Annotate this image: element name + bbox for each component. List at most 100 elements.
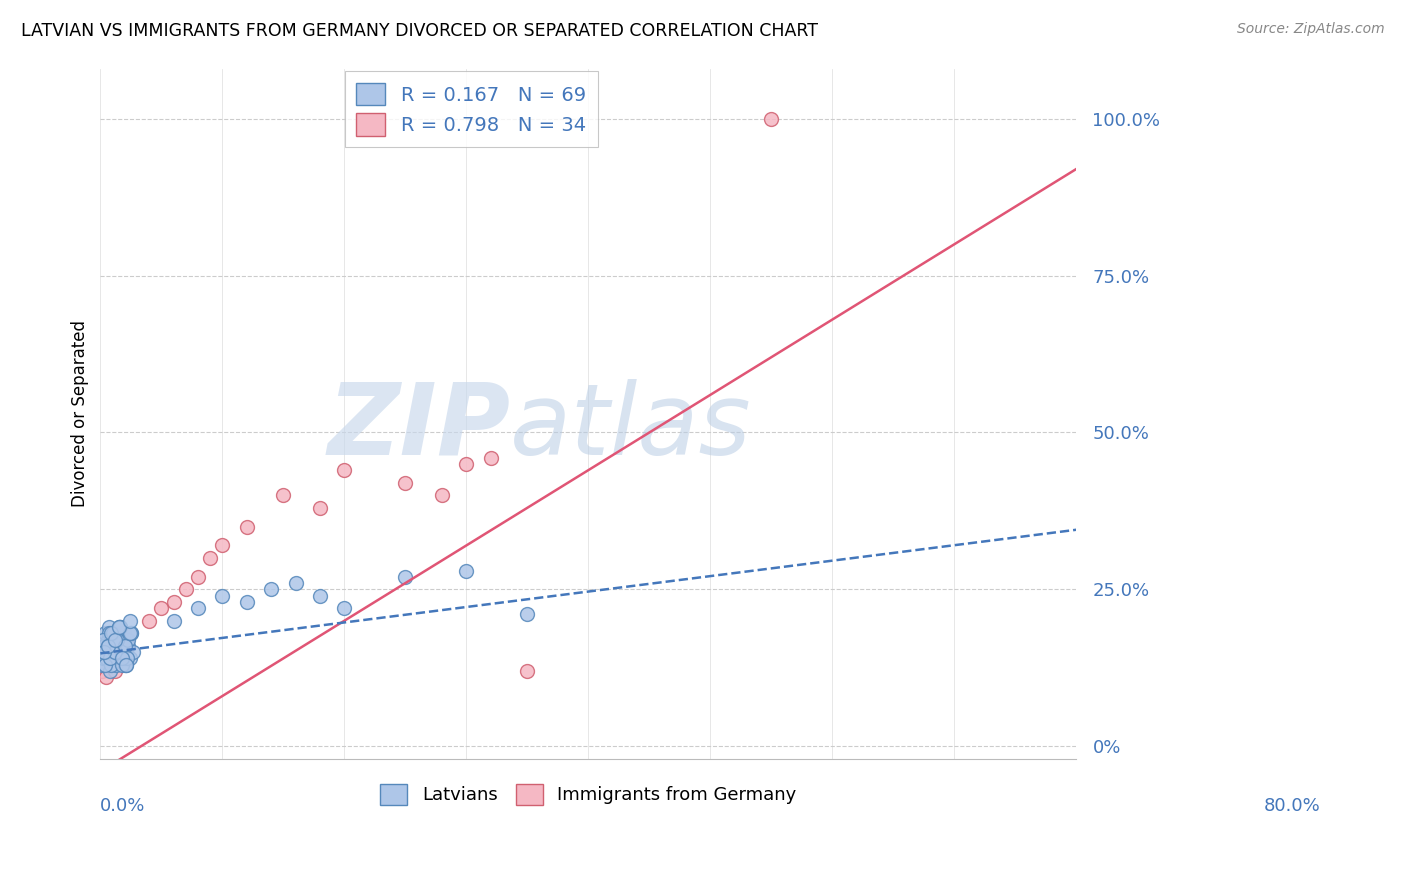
Point [93,645,115,659]
Point [98,651,121,665]
Point [115,651,138,665]
Point [150,601,173,615]
Text: atlas: atlas [510,379,752,476]
Point [516,664,538,678]
Point [105,645,128,659]
Point [98,664,121,678]
Point [91,651,114,665]
Y-axis label: Divorced or Separated: Divorced or Separated [72,320,89,508]
Point [93,639,115,653]
Point [117,632,139,647]
Point [115,657,138,672]
Point [96,670,118,684]
Point [198,551,221,566]
Point [93,639,115,653]
Point [236,519,259,533]
Point [333,601,356,615]
Point [100,626,122,640]
Point [174,582,197,597]
Point [101,626,124,640]
Point [101,651,124,665]
Point [118,614,141,628]
Text: Source: ZipAtlas.com: Source: ZipAtlas.com [1237,22,1385,37]
Point [97,632,120,647]
Point [211,589,233,603]
Point [115,657,138,672]
Point [101,626,124,640]
Point [103,626,125,640]
Point [187,601,209,615]
Point [162,614,184,628]
Point [430,488,453,502]
Point [187,570,209,584]
Point [108,620,131,634]
Point [236,595,259,609]
Legend: Latvians, Immigrants from Germany: Latvians, Immigrants from Germany [373,777,804,812]
Point [105,657,128,672]
Point [112,626,135,640]
Point [309,589,332,603]
Text: LATVIAN VS IMMIGRANTS FROM GERMANY DIVORCED OR SEPARATED CORRELATION CHART: LATVIAN VS IMMIGRANTS FROM GERMANY DIVOR… [21,22,818,40]
Point [107,645,129,659]
Point [394,475,416,490]
Point [115,645,138,659]
Point [115,632,138,647]
Point [107,632,129,647]
Point [97,626,120,640]
Point [456,564,478,578]
Point [111,651,134,665]
Point [516,607,538,622]
Point [112,639,135,653]
Point [107,620,129,634]
Point [761,112,783,126]
Point [110,626,132,640]
Point [104,632,127,647]
Point [107,620,129,634]
Point [91,651,114,665]
Point [97,639,120,653]
Point [94,639,117,653]
Point [117,639,139,653]
Point [111,639,134,653]
Point [97,620,120,634]
Text: 0.0%: 0.0% [100,797,146,814]
Point [394,570,416,584]
Point [90,657,112,672]
Point [120,626,142,640]
Point [93,657,115,672]
Point [107,651,129,665]
Point [104,645,127,659]
Point [104,639,127,653]
Point [104,664,127,678]
Point [103,632,125,647]
Point [108,639,131,653]
Point [97,632,120,647]
Point [479,450,502,465]
Point [96,651,118,665]
Text: 80.0%: 80.0% [1264,797,1320,814]
Point [107,632,129,647]
Point [100,639,122,653]
Point [284,576,307,591]
Point [110,651,132,665]
Point [100,657,122,672]
Point [273,488,295,502]
Point [138,614,160,628]
Point [90,664,112,678]
Point [114,639,136,653]
Point [211,538,233,552]
Point [114,657,136,672]
Point [94,626,117,640]
Text: ZIP: ZIP [328,379,510,476]
Point [309,500,332,515]
Point [333,463,356,477]
Point [110,651,132,665]
Point [107,632,129,647]
Point [98,657,121,672]
Point [118,626,141,640]
Point [120,626,142,640]
Point [456,457,478,471]
Point [103,651,125,665]
Point [105,645,128,659]
Point [97,645,120,659]
